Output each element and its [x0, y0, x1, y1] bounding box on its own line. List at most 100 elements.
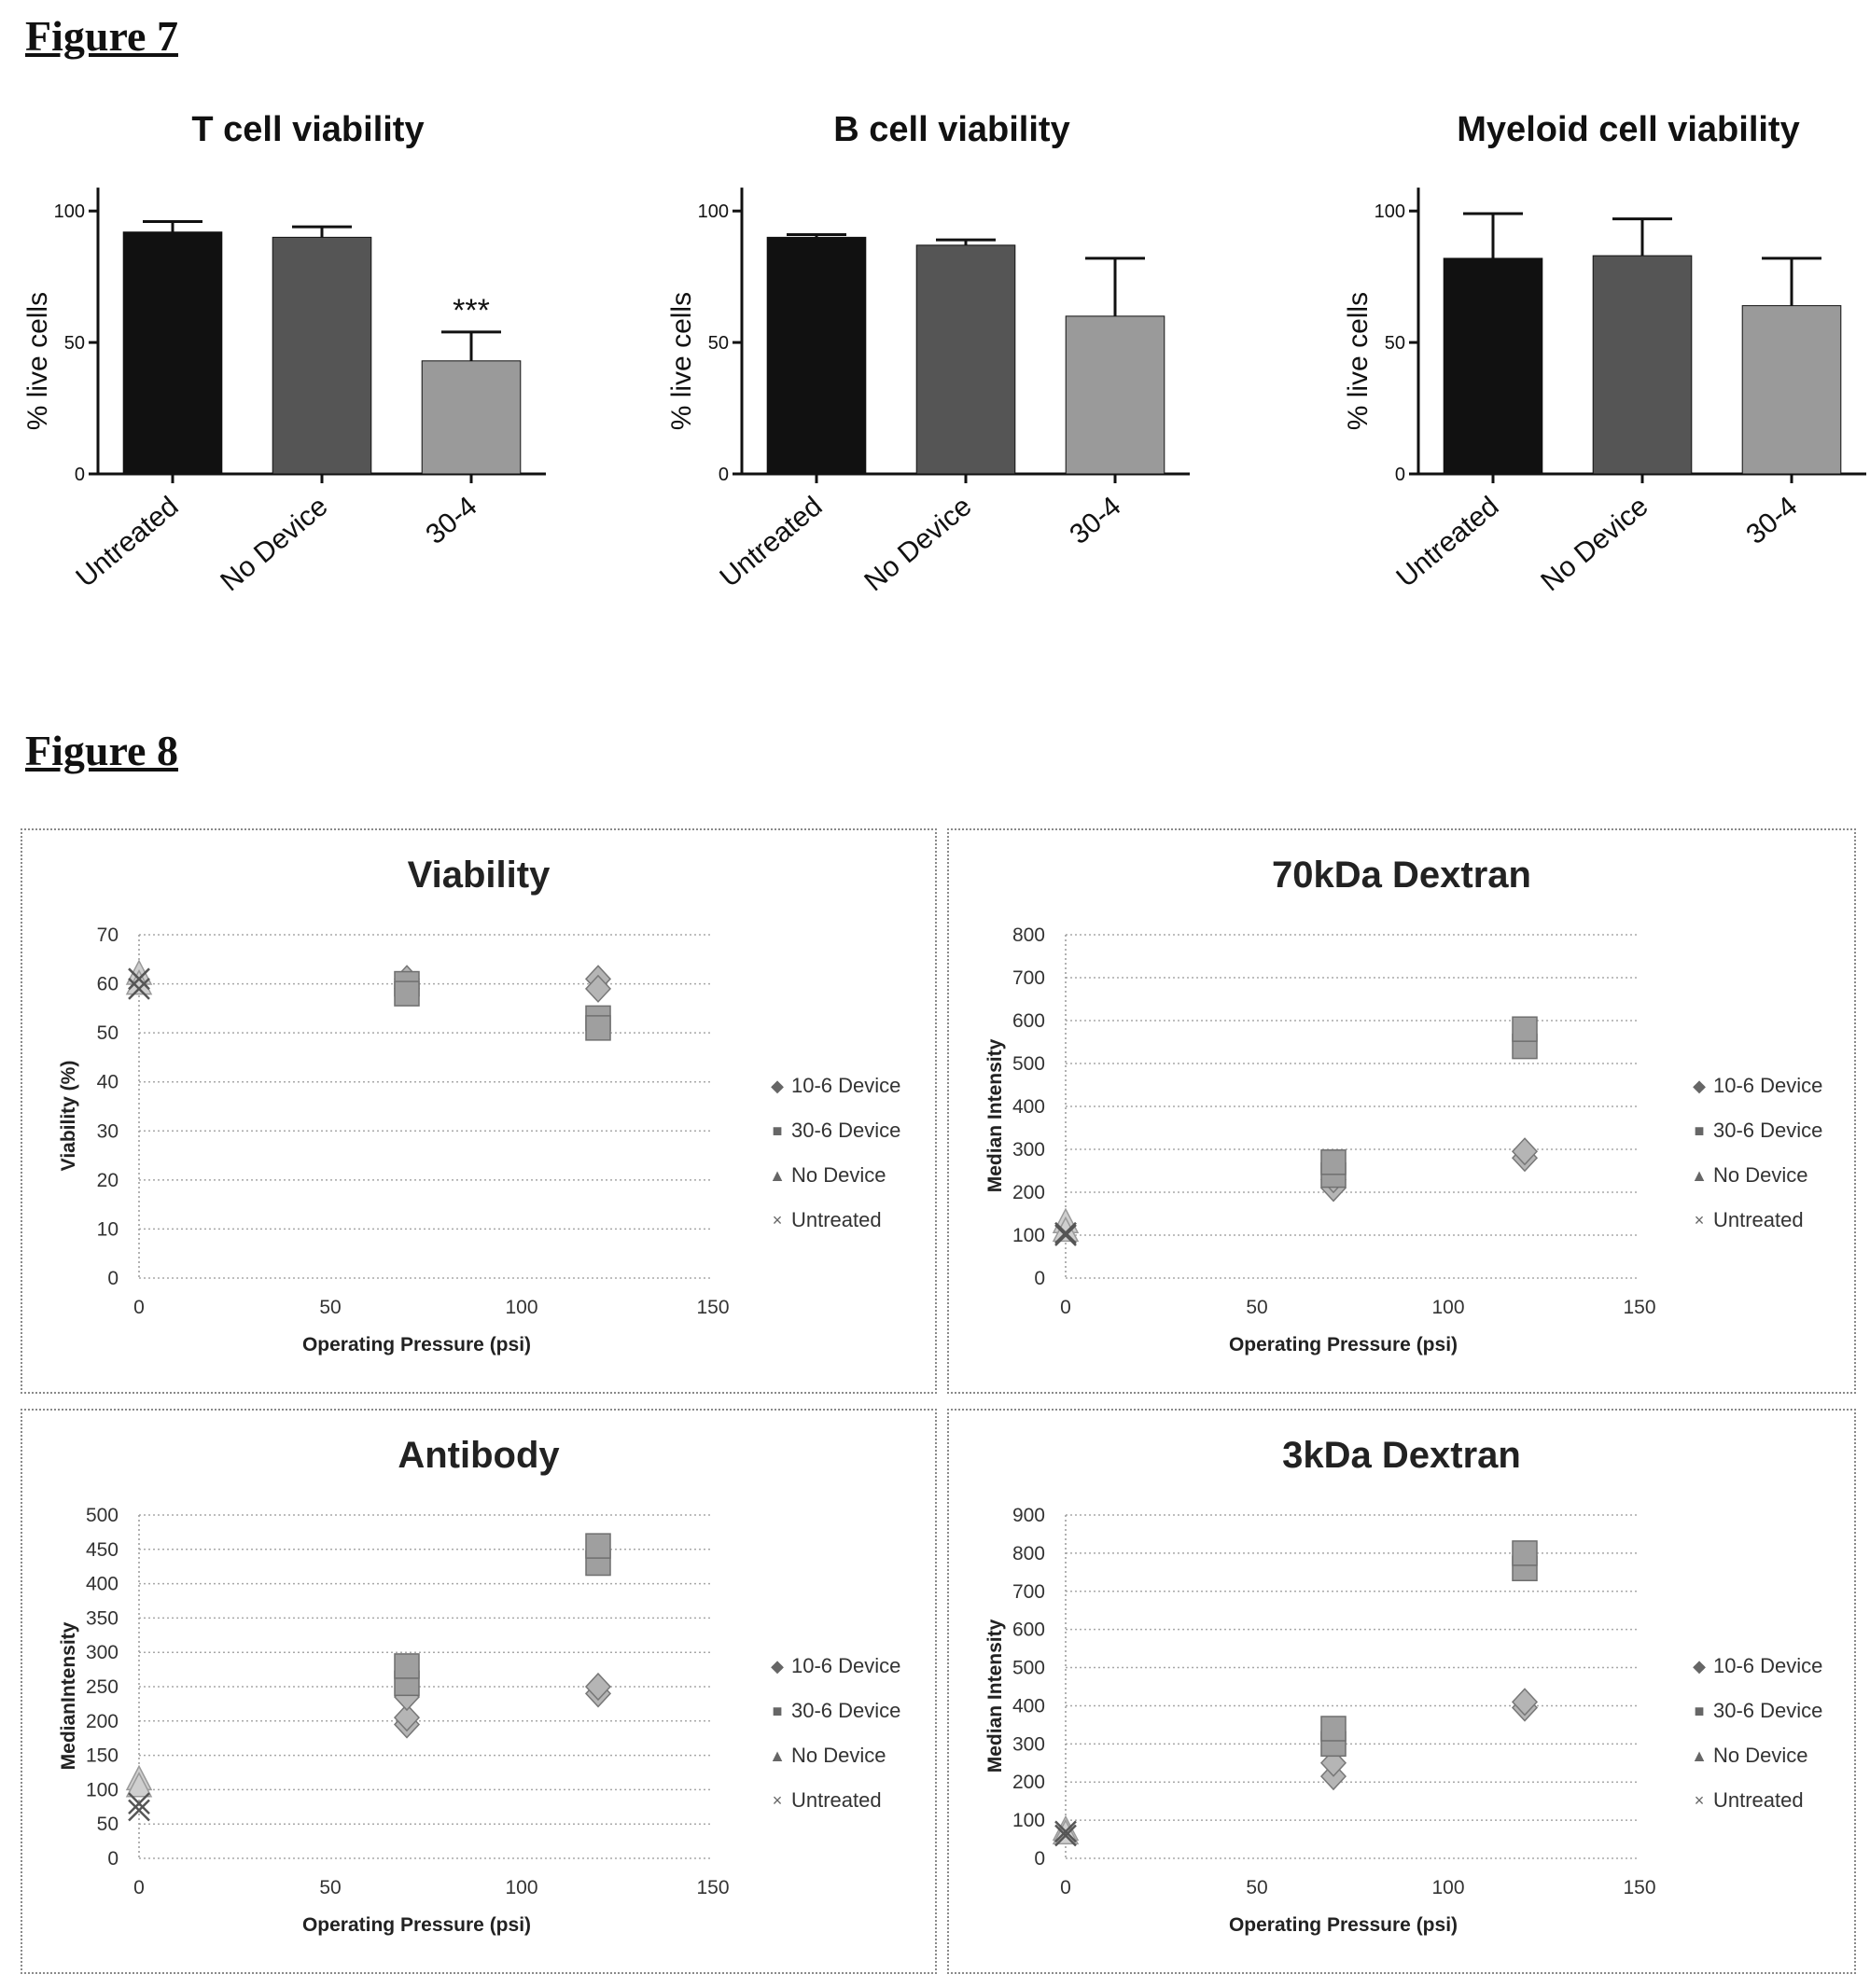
- x-tick-label: 150: [1623, 1297, 1655, 1318]
- square-icon: ■: [1694, 1120, 1705, 1140]
- x-tick-label: 150: [696, 1877, 729, 1898]
- data-point-x: [128, 977, 150, 1000]
- legend-label: 10-6 Device: [791, 1074, 901, 1097]
- data-point-x: [1054, 1224, 1077, 1246]
- legend-item-untreated: × Untreated: [1691, 1778, 1822, 1823]
- x-tick-label: Untreated: [70, 491, 184, 593]
- y-tick-label: 0: [719, 465, 729, 485]
- y-tick-label: 600: [1012, 1010, 1045, 1032]
- y-tick-label: 50: [708, 333, 729, 354]
- x-tick-label: No Device: [1535, 491, 1654, 597]
- x-axis-label: Operating Pressure (psi): [302, 1334, 531, 1355]
- legend-label: 30-6 Device: [791, 1699, 901, 1722]
- data-point-x: [128, 1792, 150, 1815]
- x-icon: ×: [1694, 1210, 1705, 1230]
- square-icon: ■: [772, 1701, 783, 1720]
- y-tick-label: 60: [97, 974, 119, 995]
- legend-item-untreated: × Untreated: [769, 1778, 900, 1823]
- x-tick-label: 0: [133, 1877, 145, 1898]
- bar: [1065, 315, 1165, 475]
- t-cell-viability-chart: T cell viability % live cells 0 50 100 Untre…: [0, 110, 635, 633]
- legend-item-untreated: × Untreated: [1691, 1198, 1822, 1243]
- x-tick-label: 0: [133, 1297, 145, 1318]
- data-point-diamond: [584, 1672, 612, 1702]
- bar: [1741, 305, 1842, 475]
- y-tick-label: 0: [1395, 465, 1405, 485]
- data-point-square: [394, 980, 420, 1007]
- legend-item-30-6-device: ■ 30-6 Device: [1691, 1689, 1823, 1733]
- panel-title: Viability: [407, 855, 551, 896]
- square-icon: ■: [772, 1120, 783, 1140]
- x-tick-label: 100: [505, 1297, 537, 1318]
- data-point-x: [1054, 1221, 1077, 1244]
- bar: [766, 236, 867, 475]
- diamond-icon: ◆: [771, 1076, 784, 1095]
- x-tick-label: Untreated: [1390, 491, 1504, 593]
- bar: [915, 244, 1016, 475]
- y-tick-label: 600: [1012, 1620, 1045, 1641]
- legend-label: 30-6 Device: [1713, 1699, 1823, 1722]
- y-tick-label: 30: [97, 1120, 119, 1142]
- data-point-diamond: [1511, 1137, 1539, 1166]
- y-axis-label: % live cells: [666, 292, 697, 430]
- x-tick-label: 50: [319, 1877, 341, 1898]
- legend: ◆ 10-6 Device ■ 30-6 Device ▲ No Device × Un…: [1691, 1064, 1822, 1243]
- y-tick-label: 400: [1012, 1695, 1045, 1717]
- y-tick-label: 450: [86, 1539, 119, 1561]
- data-point-x: [1054, 1824, 1077, 1847]
- scatter-plot: 0 100 200 300 400 500 600 700 800 900 0 50 100 150 Ope…: [984, 1505, 1656, 1936]
- y-axis-label: Median Intensity: [984, 1038, 1006, 1192]
- data-point-square: [394, 1653, 420, 1679]
- scatter-plot: 0 50 100 150 200 250 300 350 400 450 500 0 50 100 150 O…: [58, 1505, 730, 1936]
- legend-item-30-6-device: ■ 30-6 Device: [769, 1689, 901, 1733]
- y-tick-label: 20: [97, 1170, 119, 1191]
- y-axis-label: Viability (%): [58, 1061, 79, 1172]
- legend-item-no-device: ▲ No Device: [769, 1733, 900, 1778]
- y-tick-label: 500: [1012, 1053, 1045, 1075]
- legend-label: 10-6 Device: [1713, 1074, 1823, 1097]
- data-point-diamond: [393, 1703, 421, 1732]
- x-tick-label: No Device: [858, 491, 977, 597]
- y-tick-label: 10: [97, 1218, 119, 1240]
- y-tick-label: 40: [97, 1072, 119, 1093]
- x-axis-label: Operating Pressure (psi): [302, 1914, 531, 1936]
- x-tick-label: 150: [1623, 1877, 1655, 1898]
- bar-plot: % live cells 0 50 100 Untreated No Device 30-4: [666, 188, 1190, 597]
- legend-label: Untreated: [1713, 1208, 1804, 1231]
- legend-item-30-6-device: ■ 30-6 Device: [769, 1108, 901, 1153]
- x-axis-label: Operating Pressure (psi): [1229, 1914, 1458, 1936]
- y-tick-label: 0: [1034, 1848, 1045, 1870]
- data-point-triangle: [125, 1772, 153, 1798]
- y-tick-label: 900: [1012, 1505, 1045, 1526]
- y-tick-label: 50: [64, 333, 85, 354]
- x-tick-label: 50: [1246, 1877, 1267, 1898]
- bar: [1592, 255, 1693, 475]
- scatter-plot: 0 100 200 300 400 500 600 700 800 0 50 100 150 Operat…: [984, 924, 1656, 1355]
- legend-item-untreated: × Untreated: [769, 1198, 900, 1243]
- legend-label: 10-6 Device: [1713, 1654, 1823, 1677]
- y-tick-label: 100: [1012, 1810, 1045, 1831]
- y-tick-label: 50: [97, 1022, 119, 1044]
- legend-item-10-6-device: ◆ 10-6 Device: [769, 1644, 900, 1689]
- bar: [272, 236, 372, 475]
- data-point-square: [1512, 1016, 1538, 1042]
- x-tick-label: 50: [319, 1297, 341, 1318]
- 3kda-dextran-scatter-panel: 3kDa Dextran 0 100 200 300 400 500 600 700 800 90…: [947, 1409, 1856, 1974]
- chart-title: Myeloid cell viability: [1457, 110, 1800, 149]
- legend-item-10-6-device: ◆ 10-6 Device: [769, 1064, 900, 1108]
- data-point-square: [1320, 1149, 1347, 1175]
- scatter-plot: 0 10 20 30 40 50 60 70 0 50 100 150 Operating Pressu…: [58, 924, 730, 1355]
- chart-title: B cell viability: [833, 110, 1070, 149]
- diamond-icon: ◆: [1693, 1656, 1706, 1675]
- data-point-x: [1054, 1820, 1077, 1843]
- x-tick-label: 0: [1060, 1877, 1071, 1898]
- triangle-icon: ▲: [769, 1165, 786, 1185]
- x-tick-label: 30-4: [420, 491, 482, 550]
- y-tick-label: 200: [86, 1711, 119, 1732]
- x-axis-label: Operating Pressure (psi): [1229, 1334, 1458, 1355]
- legend: ◆ 10-6 Device ■ 30-6 Device ▲ No Device × Un…: [769, 1064, 900, 1243]
- x-tick-label: No Device: [215, 491, 333, 597]
- y-tick-label: 700: [1012, 967, 1045, 989]
- y-axis-label: MedianIntensity: [58, 1621, 79, 1770]
- y-axis-label: % live cells: [22, 292, 53, 430]
